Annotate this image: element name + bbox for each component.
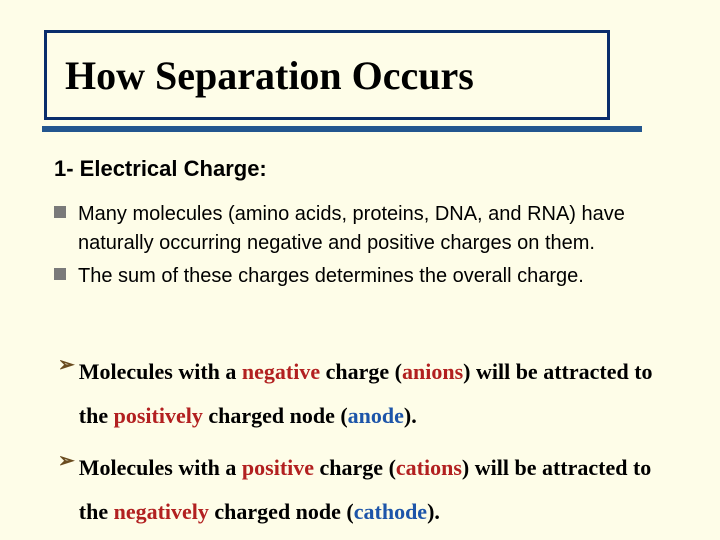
keyword-cations: cations xyxy=(396,455,462,480)
text-fragment: ). xyxy=(427,499,440,524)
text-fragment: charged node ( xyxy=(203,403,348,428)
section-subtitle: 1- Electrical Charge: xyxy=(54,156,267,182)
list-item: The sum of these charges determines the … xyxy=(54,262,664,291)
bullet-text: The sum of these charges determines the … xyxy=(78,262,584,291)
keyword-positively: positively xyxy=(114,403,203,428)
keyword-positive: positive xyxy=(242,455,314,480)
title-underline xyxy=(42,126,642,132)
text-fragment: Molecules with a xyxy=(79,359,242,384)
keyword-cathode: cathode xyxy=(354,499,427,524)
arrow-bullet-icon: ➢ xyxy=(58,448,75,473)
arrow-text: Molecules with a positive charge (cation… xyxy=(79,446,674,534)
arrow-bullet-icon: ➢ xyxy=(58,352,75,377)
text-fragment: ). xyxy=(404,403,417,428)
keyword-negative: negative xyxy=(242,359,320,384)
bullet-list: Many molecules (amino acids, proteins, D… xyxy=(54,200,664,295)
arrow-text: Molecules with a negative charge (anions… xyxy=(79,350,674,438)
text-fragment: charged node ( xyxy=(209,499,354,524)
arrow-list: ➢ Molecules with a negative charge (anio… xyxy=(58,350,674,540)
square-bullet-icon xyxy=(54,206,66,218)
list-item: ➢ Molecules with a positive charge (cati… xyxy=(58,446,674,534)
bullet-text: Many molecules (amino acids, proteins, D… xyxy=(78,200,664,258)
slide-title: How Separation Occurs xyxy=(65,52,474,99)
text-fragment: charge ( xyxy=(314,455,396,480)
list-item: ➢ Molecules with a negative charge (anio… xyxy=(58,350,674,438)
text-fragment: Molecules with a xyxy=(79,455,242,480)
keyword-negatively: negatively xyxy=(114,499,209,524)
keyword-anions: anions xyxy=(402,359,463,384)
title-box: How Separation Occurs xyxy=(44,30,610,120)
text-fragment: charge ( xyxy=(320,359,402,384)
list-item: Many molecules (amino acids, proteins, D… xyxy=(54,200,664,258)
square-bullet-icon xyxy=(54,268,66,280)
keyword-anode: anode xyxy=(348,403,404,428)
